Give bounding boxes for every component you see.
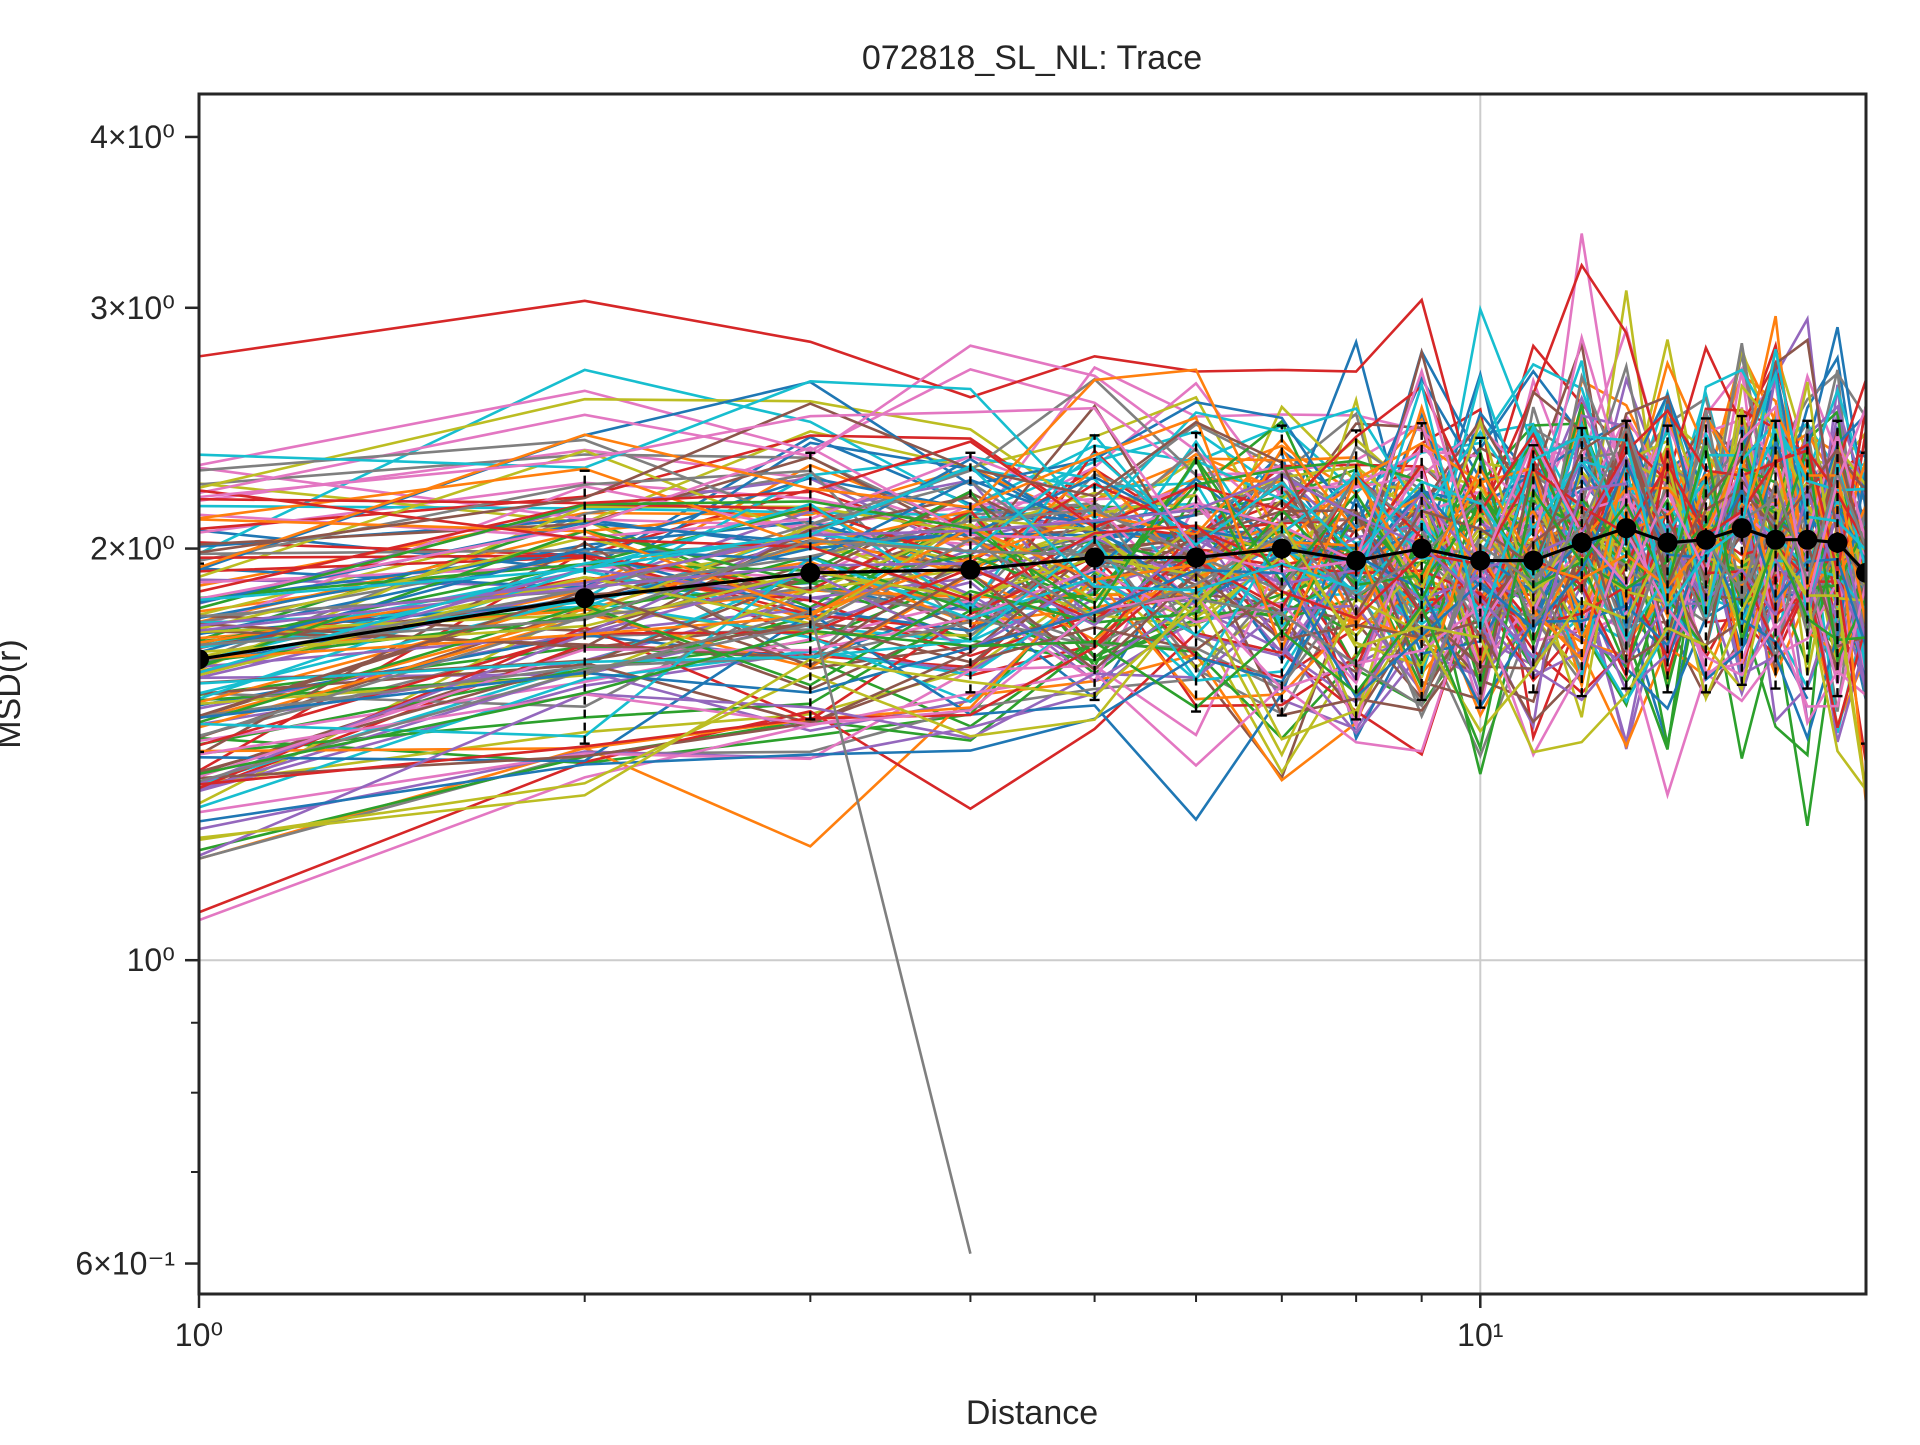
trace-line-125: [199, 431, 1866, 685]
mean-point-13: [1657, 532, 1678, 553]
mean-point-11: [1571, 532, 1592, 553]
y-tick-label-3: 3×10⁰: [90, 290, 175, 326]
trace-line-148: [199, 521, 1866, 840]
mean-point-18: [1827, 532, 1848, 553]
mean-series: [199, 518, 1866, 670]
mean-point-16: [1765, 529, 1786, 550]
mean-point-15: [1731, 518, 1752, 539]
mean-point-4: [1084, 547, 1105, 568]
trace-line-73: [199, 502, 1866, 914]
trace-line-143: [199, 449, 1866, 620]
plot-frame: [197, 92, 1868, 1296]
mean-point-9: [1470, 550, 1491, 571]
trace-line-146: [199, 367, 1866, 603]
trace-line-96: [199, 506, 1866, 814]
mean-point-12: [1616, 518, 1637, 539]
trace-line-129: [199, 369, 1866, 685]
y-tick-label-2: 2×10⁰: [90, 531, 175, 567]
mean-point-1: [574, 588, 595, 609]
y-tick-label-0: 6×10⁻¹: [75, 1246, 175, 1282]
mean-point-0: [199, 649, 209, 670]
mean-point-7: [1346, 550, 1367, 571]
mean-point-17: [1797, 529, 1818, 550]
mean-point-3: [960, 559, 981, 580]
y-tick-label-1: 10⁰: [127, 942, 175, 978]
mean-point-8: [1411, 538, 1432, 559]
trace-line-114: [199, 484, 1866, 786]
y-axis-label: MSD(r): [0, 639, 28, 749]
trace-line-83: [199, 466, 1866, 790]
mean-point-14: [1695, 529, 1716, 550]
chart-title: 072818_SL_NL: Trace: [862, 39, 1202, 77]
mean-point-10: [1523, 550, 1544, 571]
trace-line-147: [199, 423, 1866, 708]
mean-point-2: [800, 562, 821, 583]
trace-line-142: [199, 443, 1866, 776]
mean-point-5: [1186, 547, 1207, 568]
trace-line-93: [199, 407, 1866, 628]
trace-line-133: [199, 384, 1866, 573]
trace-line-84: [199, 524, 1866, 831]
trace-line-118: [199, 383, 1866, 677]
x-tick-label-0: 10⁰: [175, 1317, 223, 1353]
y-tick-label-4: 4×10⁰: [90, 119, 175, 155]
trace-line-127: [199, 476, 1583, 670]
trace-line-149: [199, 348, 1866, 674]
mean-point-19: [1856, 562, 1866, 583]
trace-line-136: [199, 528, 1866, 758]
x-tick-label-1: 10¹: [1457, 1317, 1503, 1353]
x-axis-label: Distance: [966, 1394, 1098, 1432]
trace-line-72: [199, 442, 1866, 852]
trace-line-140: [199, 459, 1866, 719]
mean-point-6: [1271, 538, 1292, 559]
